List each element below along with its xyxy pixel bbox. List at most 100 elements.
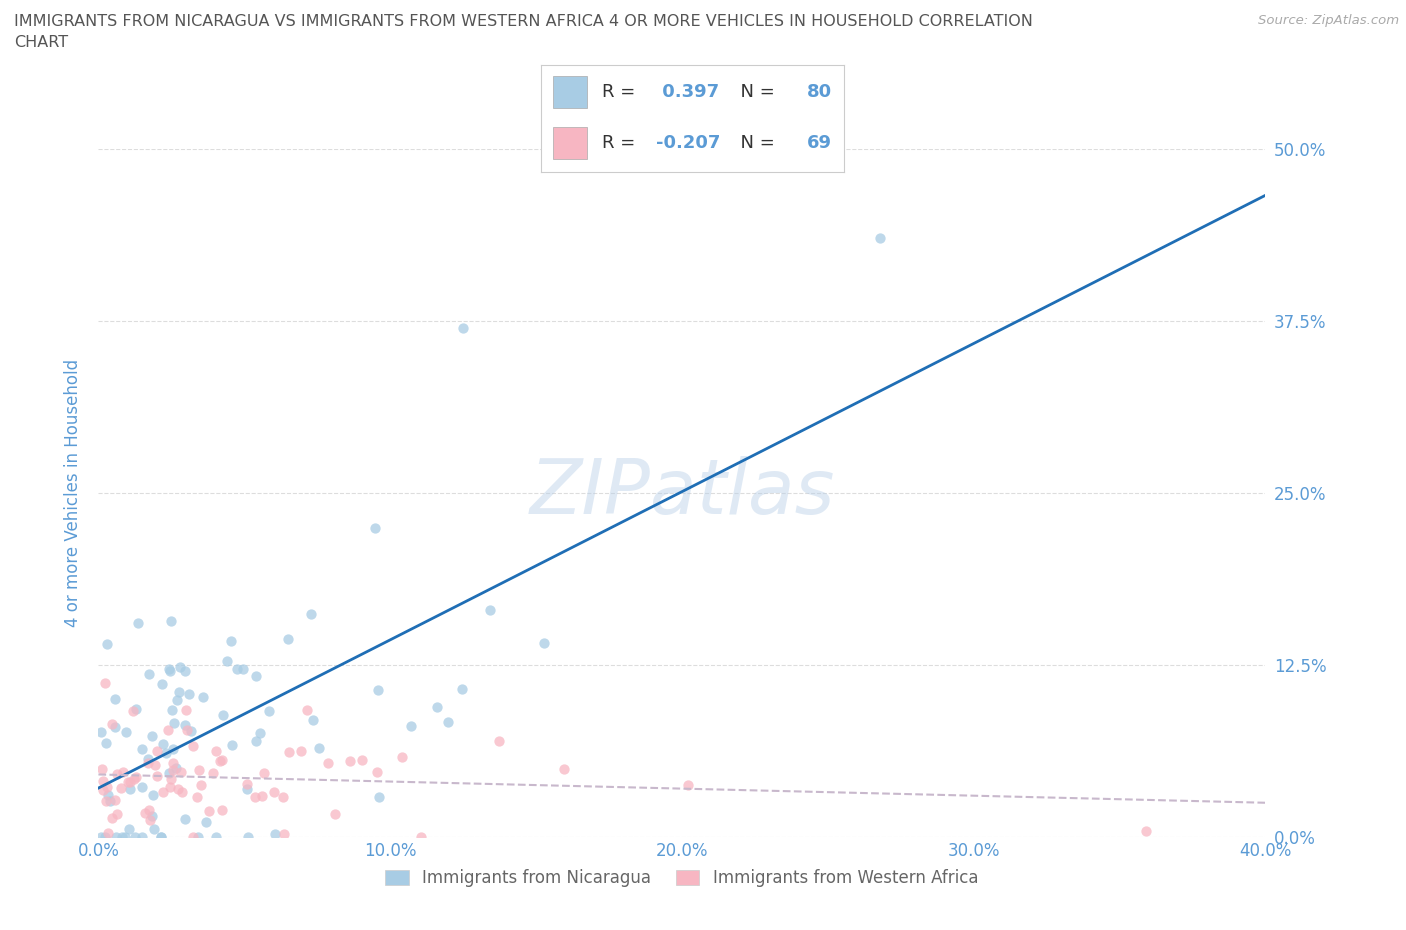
Point [173, 664, 195, 679]
Point [299, 606, 322, 621]
Point [198, 804, 221, 818]
Point [118, 821, 141, 836]
Point [257, 704, 280, 719]
Point [96, 779, 118, 794]
Point [124, 830, 146, 844]
Point [238, 830, 260, 844]
Point [145, 768, 167, 783]
Point [165, 761, 187, 776]
Point [162, 742, 184, 757]
Point [193, 690, 215, 705]
Point [145, 757, 167, 772]
Point [160, 702, 183, 717]
Point [157, 662, 180, 677]
Point [205, 743, 228, 758]
Text: 0.397: 0.397 [657, 83, 720, 100]
Point [367, 790, 389, 804]
Point [302, 712, 325, 727]
Point [177, 686, 200, 701]
Point [308, 741, 330, 756]
Point [104, 830, 127, 844]
Point [273, 827, 295, 842]
Point [170, 785, 193, 800]
Point [170, 765, 193, 780]
Point [90, 724, 112, 739]
Point [232, 661, 254, 676]
Point [162, 755, 184, 770]
Point [316, 755, 339, 770]
Point [156, 723, 179, 737]
Point [100, 716, 122, 731]
Point [94, 676, 117, 691]
Point [97, 826, 120, 841]
Point [478, 603, 501, 618]
Point [146, 744, 169, 759]
Point [162, 763, 184, 777]
Point [111, 764, 134, 779]
Point [136, 751, 159, 766]
Point [245, 734, 267, 749]
Point [450, 682, 472, 697]
Point [181, 738, 204, 753]
Point [155, 746, 177, 761]
Point [93, 783, 115, 798]
Point [98, 793, 121, 808]
Point [409, 830, 432, 844]
Point [174, 702, 197, 717]
Point [96, 736, 118, 751]
Point [152, 785, 174, 800]
Point [104, 719, 127, 734]
Point [187, 763, 209, 777]
Text: R =: R = [602, 83, 641, 100]
Text: IMMIGRANTS FROM NICARAGUA VS IMMIGRANTS FROM WESTERN AFRICA 4 OR MORE VEHICLES I: IMMIGRANTS FROM NICARAGUA VS IMMIGRANTS … [14, 14, 1033, 29]
Point [163, 715, 186, 730]
Point [221, 737, 243, 752]
Text: Source: ZipAtlas.com: Source: ZipAtlas.com [1258, 14, 1399, 27]
Point [104, 692, 127, 707]
Point [187, 830, 209, 844]
Point [105, 766, 128, 781]
Point [166, 781, 188, 796]
Point [117, 775, 139, 790]
Point [236, 777, 259, 791]
Point [437, 714, 460, 729]
Point [125, 769, 148, 784]
Point [205, 830, 228, 844]
Point [290, 743, 312, 758]
Point [194, 815, 217, 830]
Point [278, 745, 301, 760]
Point [217, 654, 239, 669]
Point [676, 778, 699, 793]
Point [181, 830, 204, 844]
Point [295, 702, 318, 717]
Point [212, 707, 235, 722]
Point [149, 830, 172, 844]
Point [176, 723, 198, 737]
Point [352, 752, 374, 767]
Point [243, 790, 266, 804]
Point [366, 765, 388, 780]
Text: -0.207: -0.207 [657, 134, 720, 153]
Point [97, 788, 120, 803]
Point [250, 789, 273, 804]
Point [157, 765, 180, 780]
Point [111, 830, 134, 844]
Point [323, 807, 346, 822]
Point [451, 320, 474, 335]
FancyBboxPatch shape [554, 76, 586, 108]
Point [114, 830, 136, 844]
Point [127, 616, 149, 631]
Point [219, 634, 242, 649]
Point [169, 685, 191, 700]
Point [122, 704, 145, 719]
Text: ZIPatlas: ZIPatlas [529, 456, 835, 530]
Point [364, 521, 387, 536]
Point [110, 780, 132, 795]
Point [94, 830, 117, 844]
Point [134, 805, 156, 820]
Point [1135, 823, 1157, 838]
Point [131, 830, 153, 844]
Legend: Immigrants from Nicaragua, Immigrants from Western Africa: Immigrants from Nicaragua, Immigrants fr… [378, 863, 986, 894]
Point [125, 701, 148, 716]
Point [264, 827, 287, 842]
